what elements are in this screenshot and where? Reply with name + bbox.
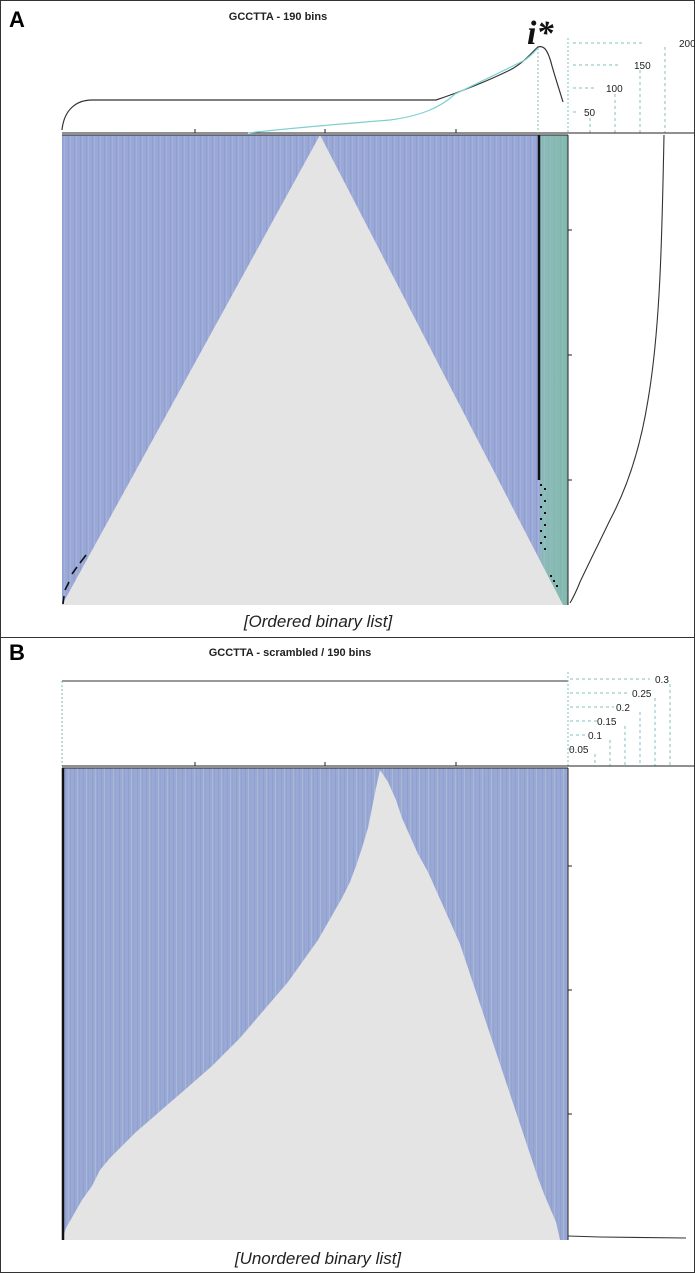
panel-a-title: GCCTTA - 190 bins xyxy=(229,11,327,23)
row-profile-curve xyxy=(569,134,665,604)
highlight-column xyxy=(540,135,568,605)
panel-b-caption: [Unordered binary list] xyxy=(234,1249,403,1268)
panel-b-top-profile xyxy=(61,672,569,767)
panel-a-scale xyxy=(568,42,695,134)
panel-b-scale xyxy=(568,678,695,767)
panel-a: A GCCTTA - 190 bins i* 200 150 xyxy=(9,7,695,631)
scale-b-label-0.25: 0.25 xyxy=(632,689,652,700)
scale-b-label-0.15: 0.15 xyxy=(597,717,617,728)
scale-b-label-0.2: 0.2 xyxy=(616,703,630,714)
scale-a-label-200: 200 xyxy=(679,39,695,50)
scale-b-label-0.1: 0.1 xyxy=(588,731,602,742)
panel-a-top-profile xyxy=(61,38,569,134)
scale-b-label-0.3: 0.3 xyxy=(655,675,669,686)
panel-a-marker: i* xyxy=(527,15,554,52)
cumulative-curve xyxy=(61,45,564,131)
panel-a-right-profile xyxy=(568,134,665,604)
panel-b-title: GCCTTA - scrambled / 190 bins xyxy=(209,647,372,659)
panel-b-matrix xyxy=(61,767,569,1240)
irregular-region-b xyxy=(62,770,560,1240)
scale-b-label-0.05: 0.05 xyxy=(569,745,589,756)
row-profile-flat xyxy=(567,1235,687,1239)
secondary-curve xyxy=(247,47,539,134)
panel-a-caption: [Ordered binary list] xyxy=(243,612,394,631)
istar-dots xyxy=(540,484,558,587)
panel-a-matrix xyxy=(62,134,569,605)
scale-a-label-100: 100 xyxy=(606,84,623,95)
scale-a-label-150: 150 xyxy=(634,61,651,72)
scale-a-label-50: 50 xyxy=(584,108,596,119)
panel-b-right-profile xyxy=(567,865,687,1239)
panel-b: B GCCTTA - scrambled / 190 bins xyxy=(9,640,695,1268)
panel-b-letter: B xyxy=(9,640,25,665)
triangle-region-a xyxy=(62,135,563,605)
panel-a-letter: A xyxy=(9,7,25,32)
lower-left-marks xyxy=(62,554,87,605)
